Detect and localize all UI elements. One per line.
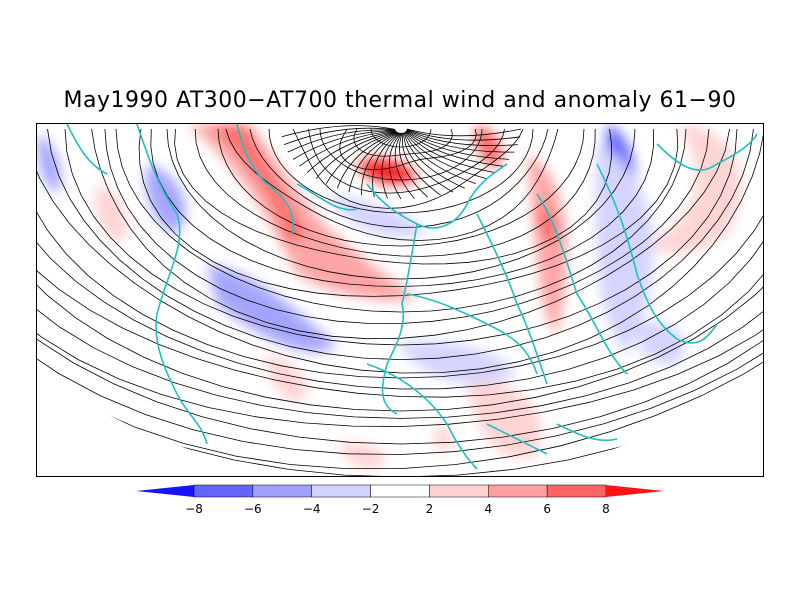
streamline	[399, 132, 428, 198]
thermal-wind-streamlines	[37, 125, 763, 476]
colorbar-tick-label: 8	[602, 502, 610, 516]
streamline	[394, 132, 415, 199]
colorbar-tick-label: −8	[185, 502, 203, 516]
streamline	[37, 128, 763, 390]
streamline	[325, 131, 398, 184]
streamline	[403, 132, 465, 189]
colorbar-swatch	[193, 484, 254, 498]
colorbar-tick-label: 4	[484, 502, 492, 516]
streamline	[406, 129, 515, 153]
colorbar-arrow-low	[136, 485, 194, 497]
streamline	[37, 128, 763, 374]
streamline	[150, 128, 655, 287]
streamline	[406, 129, 521, 141]
streamline	[64, 128, 738, 346]
colorbar-swatch	[311, 484, 371, 498]
streamline	[308, 128, 505, 194]
map-canvas	[37, 124, 763, 476]
streamline	[249, 128, 549, 228]
streamline	[406, 130, 510, 160]
streamline	[194, 128, 596, 257]
streamline	[389, 132, 402, 200]
streamline	[339, 128, 477, 171]
streamline	[315, 131, 397, 179]
streamline	[138, 128, 679, 297]
colorbar-swatch	[429, 484, 489, 498]
colorbar: −8 −6 −4 −2 2 4 6 8	[136, 484, 666, 518]
streamline	[406, 129, 519, 146]
colorbar-swatch	[370, 484, 430, 498]
streamline	[306, 131, 397, 173]
colorbar-swatch	[488, 484, 548, 498]
streamline	[401, 132, 441, 196]
streamline	[336, 132, 398, 189]
streamline	[405, 130, 503, 167]
colorbar-swatch	[252, 484, 312, 498]
streamline	[299, 130, 396, 167]
streamline	[91, 128, 730, 340]
streamline	[381, 132, 401, 199]
streamline	[37, 128, 763, 455]
chart-title: May1990 AT300−AT700 thermal wind and ano…	[63, 88, 737, 113]
colorbar-arrow-high	[606, 485, 664, 497]
streamline	[292, 128, 524, 209]
streamline	[115, 128, 687, 313]
colorbar-tick-label: −4	[303, 502, 321, 516]
streamline	[37, 128, 763, 419]
streamline	[37, 128, 763, 379]
map-panel	[36, 123, 764, 477]
streamline	[360, 132, 400, 196]
streamline	[37, 128, 763, 398]
streamline	[104, 128, 710, 324]
streamline	[217, 128, 585, 247]
colorbar-swatch	[546, 484, 607, 498]
streamline	[292, 130, 396, 160]
streamline	[287, 129, 396, 153]
streamline	[37, 128, 763, 427]
streamline	[37, 128, 763, 469]
streamline	[404, 131, 476, 185]
streamline	[37, 128, 763, 445]
streamline	[348, 132, 399, 193]
streamline	[404, 131, 487, 179]
streamline	[406, 128, 522, 137]
streamline	[283, 127, 396, 145]
streamline	[403, 132, 454, 193]
colorbar-tick-label: −2	[362, 502, 380, 516]
colorbar-tick-label: 2	[426, 502, 434, 516]
colorbar-tick-label: −6	[244, 502, 262, 516]
coastlines	[66, 124, 758, 470]
streamline	[47, 128, 754, 361]
streamline	[281, 125, 396, 138]
streamline	[372, 132, 400, 198]
streamline	[225, 128, 559, 241]
streamline	[268, 128, 534, 214]
streamline	[405, 131, 495, 173]
streamline	[166, 128, 636, 280]
streamline	[37, 128, 763, 412]
streamline	[174, 128, 612, 265]
colorbar-tick-label: 6	[543, 502, 551, 516]
colorbar-svg: −8 −6 −4 −2 2 4 6 8	[136, 484, 664, 516]
